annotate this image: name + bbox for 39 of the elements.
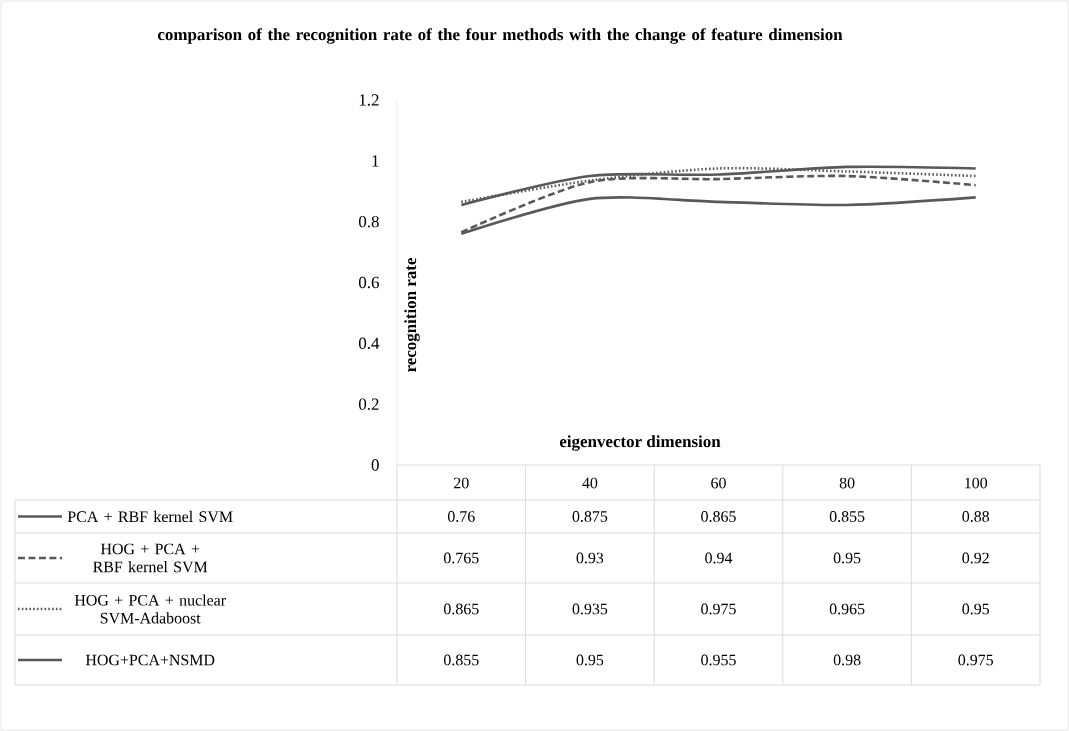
data-label: 0.965 [829, 603, 865, 615]
data-label: 0.855 [829, 511, 865, 522]
y-axis-title: recognition rate [404, 257, 420, 373]
x-tick-label: 60 [711, 477, 726, 489]
data-label: 0.95 [576, 654, 604, 666]
x-tick-label: 20 [454, 477, 469, 489]
y-tick-label: 0.6 [358, 276, 379, 289]
data-label: 0.765 [443, 552, 479, 564]
legend-label: HOG + PCA + nuclear SVM-Adaboost [74, 594, 226, 624]
y-tick-label: 1 [372, 155, 379, 167]
data-label: 0.94 [705, 552, 733, 564]
data-label: 0.865 [443, 603, 479, 615]
data-label: 0.935 [572, 603, 608, 615]
data-label: 0.88 [962, 511, 990, 522]
y-tick-label: 0.8 [358, 215, 379, 228]
legend-label: HOG+PCA+NSMD [85, 654, 215, 666]
data-label: 0.865 [701, 511, 736, 522]
legend-label: HOG + PCA + RBF kernel SVM [93, 543, 208, 573]
legend-label: PCA + RBF kernel SVM [67, 510, 233, 523]
data-label: 0.955 [701, 654, 736, 666]
chart-title: comparison of the recognition rate of the four methods with the change of feature dimension [157, 28, 843, 44]
data-label: 0.95 [962, 603, 990, 615]
data-label: 0.975 [701, 603, 736, 615]
x-tick-label: 80 [839, 477, 855, 489]
data-label: 0.76 [447, 511, 475, 522]
x-tick-label: 40 [582, 477, 598, 489]
y-tick-label: 0.4 [358, 337, 380, 350]
data-label: 0.92 [962, 552, 989, 564]
x-axis-title: eigenvector dimension [559, 435, 721, 451]
y-tick-label: 1.2 [359, 94, 379, 106]
data-label: 0.975 [958, 654, 994, 666]
x-tick-label: 100 [965, 477, 988, 489]
data-label: 0.93 [576, 552, 604, 564]
y-tick-label: 0 [371, 459, 379, 471]
data-label: 0.855 [443, 654, 479, 666]
y-tick-label: 0.2 [358, 398, 379, 410]
data-label: 0.95 [833, 552, 861, 564]
data-label: 0.98 [833, 654, 861, 666]
data-label: 0.875 [572, 511, 608, 522]
